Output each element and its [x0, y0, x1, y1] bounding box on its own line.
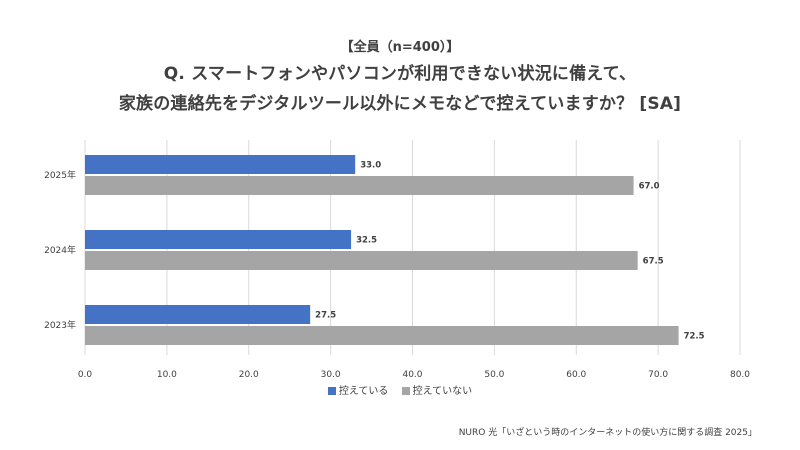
- data-label: 67.5: [643, 257, 664, 267]
- x-tick-label: 20.0: [239, 370, 259, 380]
- bar-series-1: [85, 230, 352, 249]
- x-tick-label: 0.0: [78, 370, 93, 380]
- x-tick-label: 80.0: [730, 370, 750, 380]
- data-label: 72.5: [684, 332, 705, 342]
- legend-label-series-1: 控えている: [338, 386, 389, 397]
- bar-series-2: [85, 176, 634, 195]
- data-label: 32.5: [356, 236, 377, 246]
- x-tick-label: 50.0: [484, 370, 504, 380]
- x-tick-label: 30.0: [321, 370, 341, 380]
- bar-series-2: [85, 326, 679, 345]
- y-category-label: 2024年: [44, 244, 76, 256]
- legend-item-series-2: 控えていない: [401, 382, 473, 397]
- chart-legend: 控えている 控えていない: [0, 382, 800, 397]
- chart-title-block: 【全員（n=400）】 Q. スマートフォンやパソコンが利用できない状況に備えて…: [0, 40, 800, 119]
- x-tick-label: 70.0: [648, 370, 668, 380]
- chart-title-line-2: 家族の連絡先をデジタルツール以外にメモなどで控えていますか？ [SA]: [118, 94, 682, 114]
- chart-title-line-1: Q. スマートフォンやパソコンが利用できない状況に備えて、: [163, 64, 637, 84]
- legend-item-series-1: 控えている: [327, 382, 389, 397]
- x-tick-label: 10.0: [157, 370, 177, 380]
- y-category-label: 2023年: [44, 319, 76, 331]
- bar-series-2: [85, 251, 638, 270]
- x-tick-label: 40.0: [402, 370, 422, 380]
- data-label: 33.0: [360, 161, 381, 171]
- chart-subtitle: 【全員（n=400）】: [340, 40, 460, 55]
- data-label: 67.0: [639, 182, 660, 192]
- x-tick-label: 60.0: [566, 370, 586, 380]
- y-category-label: 2025年: [44, 169, 76, 181]
- legend-swatch-series-1: [327, 387, 336, 395]
- bar-series-1: [85, 155, 356, 174]
- data-label: 27.5: [315, 311, 336, 321]
- bar-series-1: [85, 305, 311, 324]
- legend-label-series-2: 控えていない: [412, 386, 473, 397]
- legend-swatch-series-2: [401, 387, 410, 395]
- source-note: NURO 光「いざという時のインターネットの使い方に関する調査 2025」: [458, 428, 757, 438]
